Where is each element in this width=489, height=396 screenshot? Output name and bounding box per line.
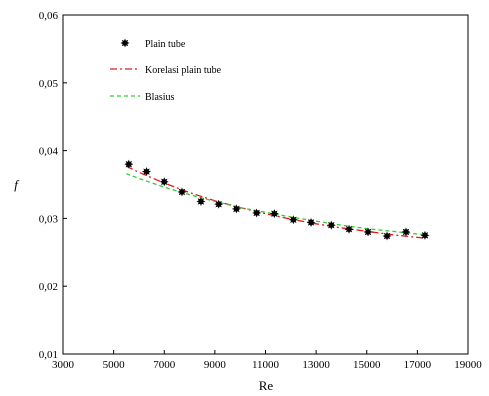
x-tick-label: 5000 <box>103 359 126 371</box>
legend-label: Blasius <box>145 92 175 103</box>
x-tick-label: 15000 <box>353 359 381 371</box>
series-lines <box>126 165 426 239</box>
x-tick-label: 11000 <box>252 359 280 371</box>
data-point <box>344 224 354 234</box>
x-tick-label: 19000 <box>454 359 482 371</box>
x-axis-title: Re <box>259 378 274 393</box>
y-tick-label: 0,02 <box>39 281 58 293</box>
x-tick-label: 13000 <box>302 359 330 371</box>
y-axis-ticks: 0,01 0,02 0,03 0,04 0,05 0,06 <box>39 10 67 361</box>
data-point <box>196 196 206 206</box>
data-point <box>382 231 392 241</box>
series-line-2 <box>126 173 426 236</box>
y-tick-label: 0,05 <box>39 78 59 90</box>
data-point <box>252 208 262 218</box>
data-point <box>214 199 224 209</box>
data-point <box>306 217 316 227</box>
series-line-1 <box>126 165 426 239</box>
data-point <box>177 187 187 197</box>
legend: Plain tube Korelasi plain tube Blasius <box>110 38 222 103</box>
data-point <box>288 215 298 225</box>
y-tick-label: 0,01 <box>39 349 58 361</box>
plot-frame <box>62 14 469 355</box>
x-axis-ticks: 3000 5000 7000 9000 11000 13000 15000 17000 1900… <box>52 350 482 371</box>
data-point <box>326 220 336 230</box>
x-tick-label: 9000 <box>204 359 227 371</box>
y-tick-label: 0,03 <box>39 213 59 225</box>
data-point <box>420 230 430 240</box>
legend-swatch <box>120 38 130 48</box>
data-point <box>142 167 152 177</box>
x-tick-label: 17000 <box>404 359 432 371</box>
y-tick-label: 0,04 <box>39 146 59 158</box>
y-axis-title: f <box>14 177 20 192</box>
legend-label: Korelasi plain tube <box>145 65 222 76</box>
data-point <box>269 209 279 219</box>
data-point <box>231 204 241 214</box>
y-tick-label: 0,06 <box>39 10 59 22</box>
legend-label: Plain tube <box>145 39 186 50</box>
data-point <box>363 227 373 237</box>
series-markers <box>124 159 430 241</box>
data-point <box>401 227 411 237</box>
x-tick-label: 3000 <box>52 359 75 371</box>
data-point <box>124 159 134 169</box>
data-point <box>159 177 169 187</box>
x-tick-label: 7000 <box>153 359 176 371</box>
